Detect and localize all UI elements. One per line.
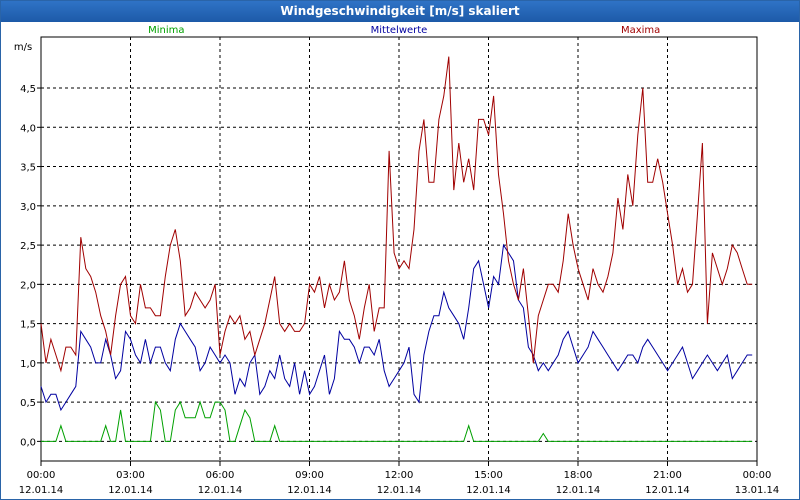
y-tick-label: 3,5 xyxy=(20,163,36,174)
y-tick-label: 1,5 xyxy=(20,320,36,331)
y-tick-label: 0,0 xyxy=(20,437,36,448)
x-tick-date-label: 12.01.14 xyxy=(466,485,511,496)
x-tick-time-label: 03:00 xyxy=(116,470,145,481)
y-tick-label: 0,5 xyxy=(20,398,36,409)
x-tick-date-label: 12.01.14 xyxy=(108,485,153,496)
x-tick-date-label: 12.01.14 xyxy=(377,485,422,496)
y-tick-label: 3,0 xyxy=(20,202,36,213)
y-tick-label: 2,0 xyxy=(20,280,36,291)
y-tick-label: 1,0 xyxy=(20,359,36,370)
y-tick-label: 4,0 xyxy=(20,123,36,134)
legend-mittelwerte: Mittelwerte xyxy=(371,25,428,36)
axis-labels: 0,0 0,5 1,0 1,5 2,0 2,5 3,0 3,5 4,0 4,5 00:00 12.01… xyxy=(14,42,779,496)
series-line-maxima xyxy=(40,56,753,373)
series-line-minima xyxy=(41,400,753,442)
legend: Minima Mittelwerte Maxima xyxy=(148,25,660,36)
x-tick-date-label: 12.01.14 xyxy=(287,485,332,496)
x-tick-time-label: 12:00 xyxy=(385,470,414,481)
x-tick-date-label: 13.01.14 xyxy=(735,485,780,496)
x-tick-date-label: 12.01.14 xyxy=(19,485,64,496)
y-axis-label: m/s xyxy=(14,42,32,53)
legend-minima: Minima xyxy=(148,25,184,36)
x-tick-date-label: 12.01.14 xyxy=(556,485,601,496)
x-tick-time-label: 00:00 xyxy=(27,470,56,481)
x-tick-time-label: 15:00 xyxy=(474,470,503,481)
series-line-mittelwerte xyxy=(40,243,753,412)
x-tick-time-label: 21:00 xyxy=(653,470,682,481)
window-title: Windgeschwindigkeit [m/s] skaliert xyxy=(1,1,799,22)
x-tick-time-label: 09:00 xyxy=(295,470,324,481)
y-tick-label: 2,5 xyxy=(20,241,36,252)
x-tick-date-label: 12.01.14 xyxy=(198,485,243,496)
x-tick-time-label: 06:00 xyxy=(206,470,235,481)
x-tick-time-label: 00:00 xyxy=(743,470,772,481)
legend-maxima: Maxima xyxy=(621,25,660,36)
grid xyxy=(37,37,758,466)
y-tick-label: 4,5 xyxy=(20,84,36,95)
series-lines xyxy=(40,56,753,442)
x-tick-time-label: 18:00 xyxy=(564,470,593,481)
x-tick-date-label: 12.01.14 xyxy=(645,485,690,496)
